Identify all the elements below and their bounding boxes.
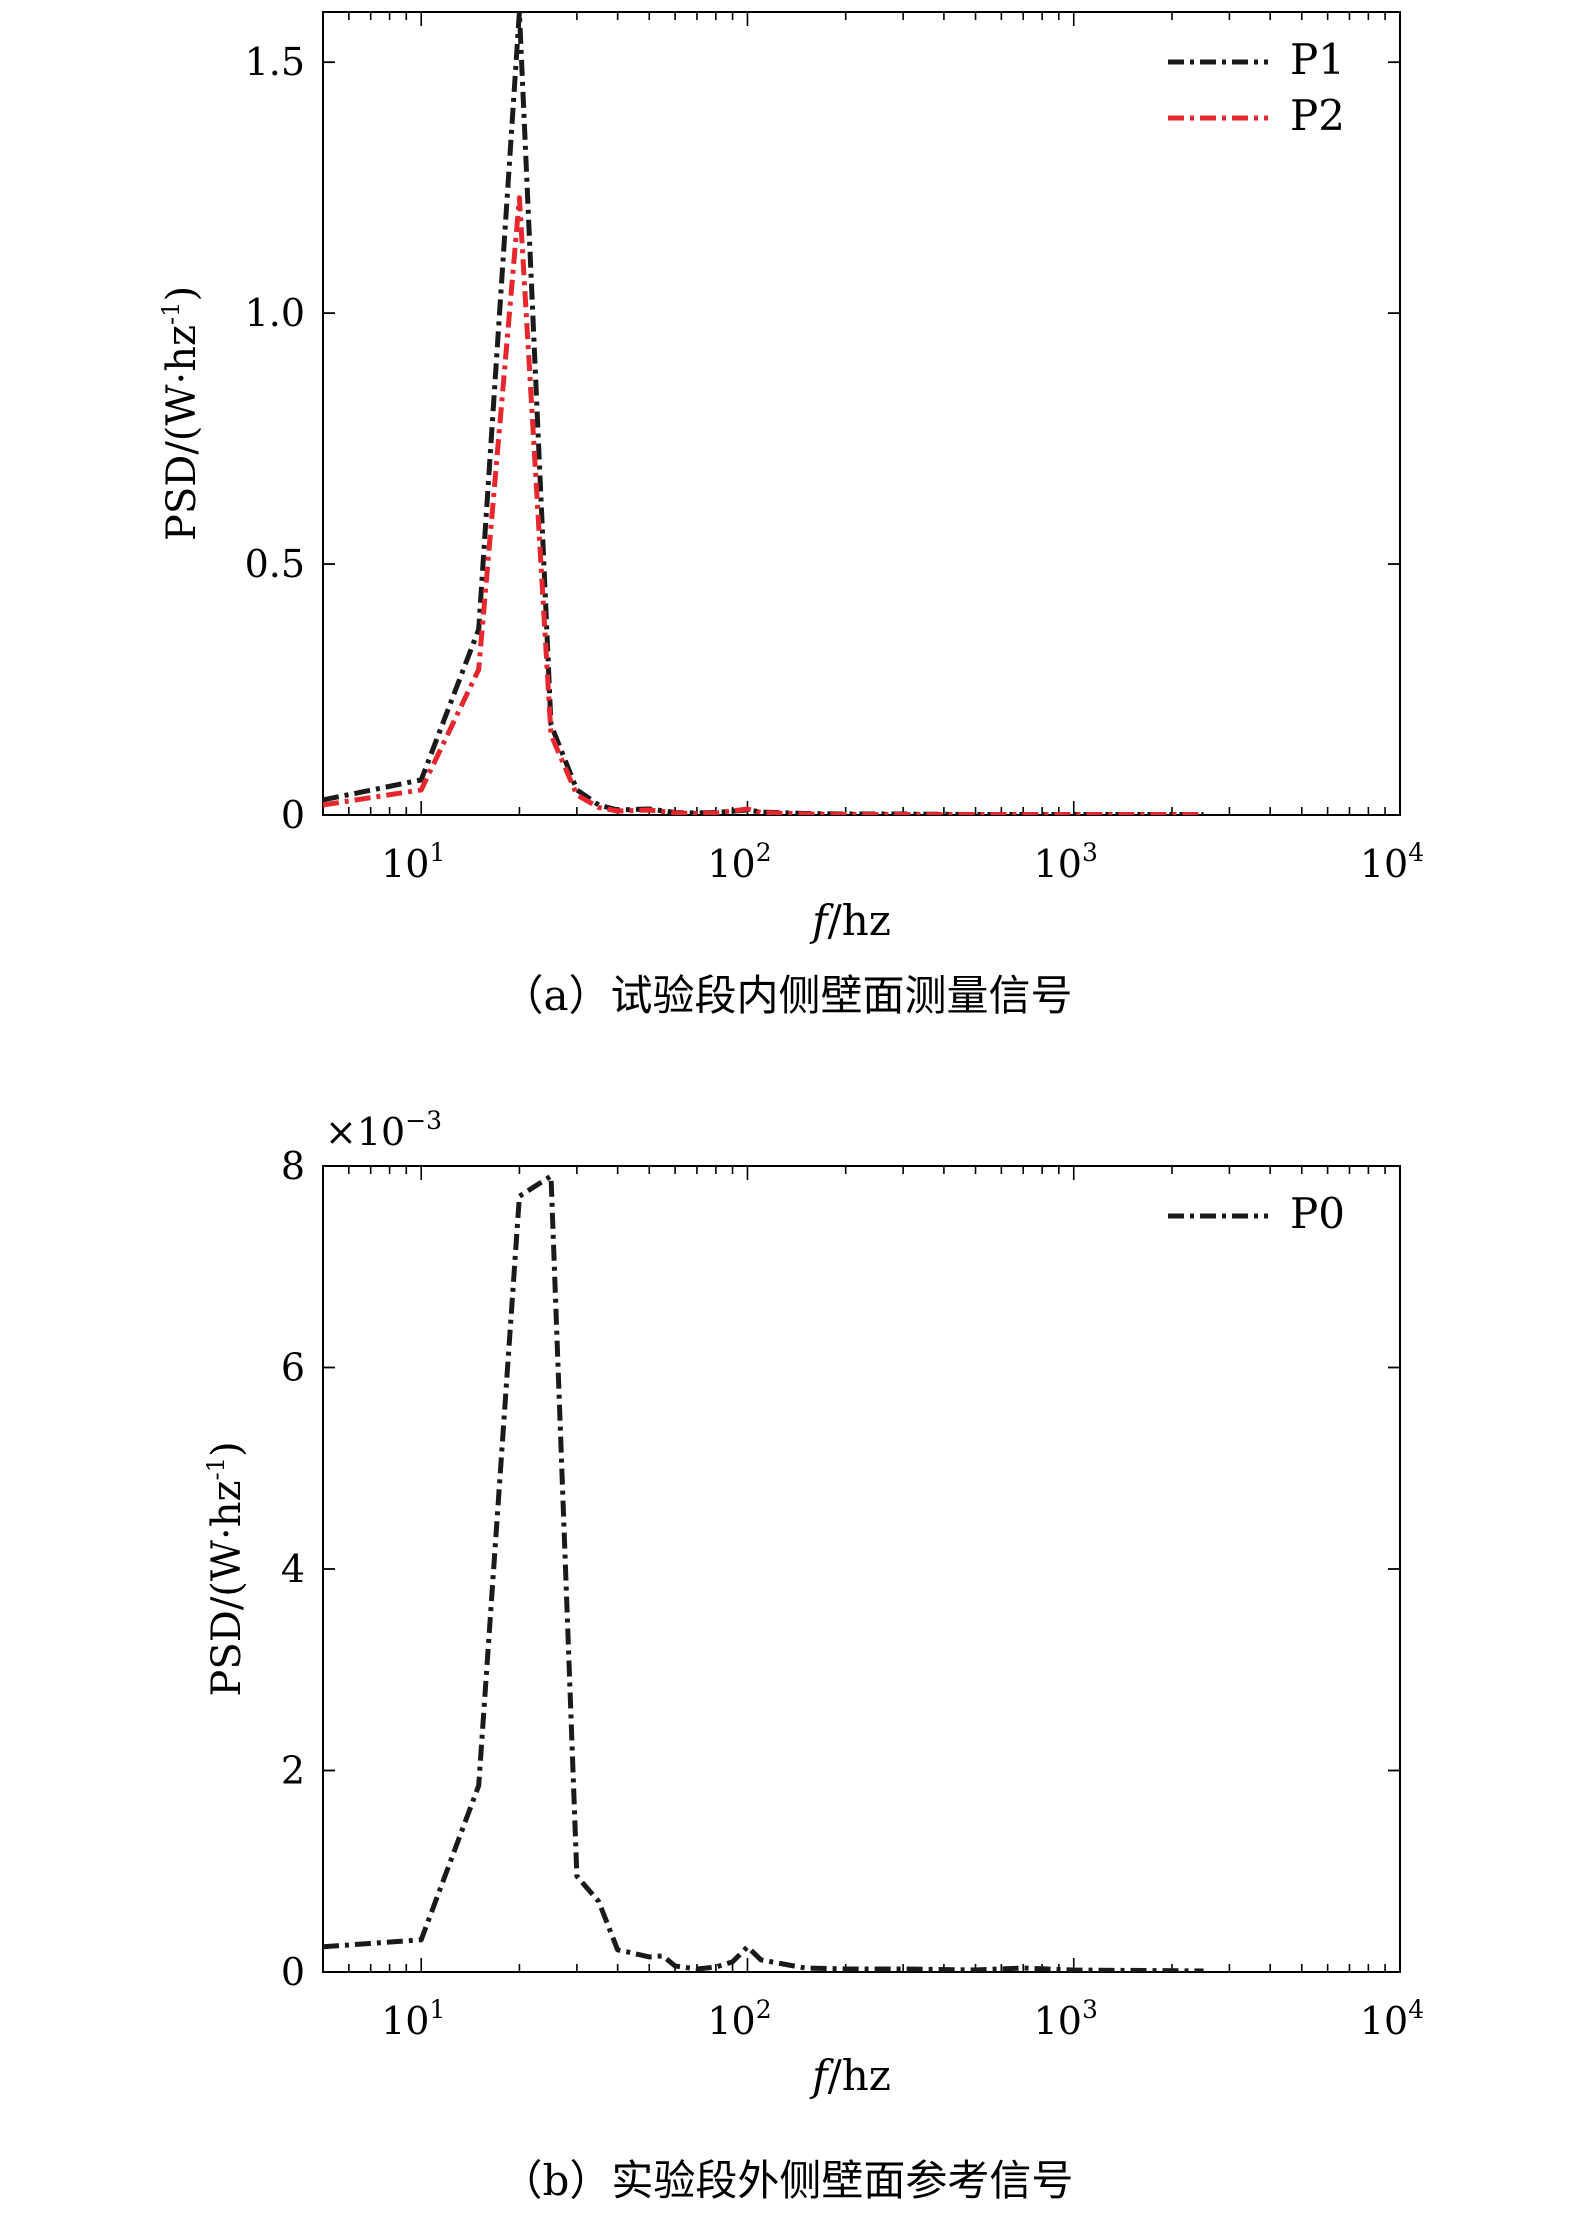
- x-tick-label-exp: 4: [1408, 838, 1424, 867]
- y-multiplier-exp: −3: [405, 1106, 442, 1135]
- x-tick-label-exp: 4: [1408, 1995, 1424, 2024]
- x-axis-label-unit: /hz: [828, 896, 891, 945]
- panel-caption: （b）实验段外侧壁面参考信号: [501, 2156, 1074, 2205]
- y-tick-label: 2: [281, 1749, 305, 1793]
- series-line-P2: [323, 195, 1204, 815]
- x-tick-label-exp: 3: [1082, 1995, 1098, 2024]
- x-tick-label: 102: [707, 838, 771, 886]
- y-axis-label: PSD/(W·hz-1): [202, 1441, 250, 1696]
- y-tick-label: 6: [281, 1346, 305, 1390]
- y-tick-label: 1.0: [245, 291, 305, 335]
- y-tick-label: 0: [281, 1950, 305, 1994]
- x-tick-label-base: 10: [381, 1999, 429, 2043]
- chart-panel-a: 101 102 103 10400.51.01.5PSD/(W·hz-1)f/hzP1…: [157, 10, 1424, 1020]
- y-tick-label: 0.5: [245, 542, 305, 586]
- x-axis-label: f/hz: [809, 2051, 891, 2100]
- x-tick-label: 103: [1034, 1995, 1098, 2043]
- x-axis-label-unit: /hz: [828, 2051, 891, 2100]
- x-tick-label: 104: [1360, 838, 1424, 886]
- y-tick-label: 1.5: [245, 40, 305, 84]
- x-tick-label-base: 10: [1360, 842, 1408, 886]
- x-tick-label-base: 10: [381, 842, 429, 886]
- x-tick-label-exp: 1: [429, 838, 445, 867]
- y-axis-label-main: PSD/(W·hz: [204, 1480, 250, 1696]
- chart-panel-b: 101 102 103 10402468×10−3PSD/(W·hz-1)f/hzP0…: [202, 1106, 1424, 2205]
- plot-frame: [322, 1165, 1401, 1973]
- x-tick-label-exp: 2: [756, 1995, 772, 2024]
- x-tick-label-base: 10: [707, 842, 755, 886]
- y-axis-label-close: ): [159, 286, 205, 302]
- x-tick-label: 101: [381, 838, 445, 886]
- legend-label: P0: [1290, 1189, 1345, 1238]
- x-tick-label-base: 10: [1034, 842, 1082, 886]
- x-tick-label: 103: [1034, 838, 1098, 886]
- series-group: [323, 10, 1204, 815]
- y-axis-label: PSD/(W·hz-1): [157, 286, 205, 541]
- x-axis-label: f/hz: [809, 896, 891, 945]
- y-axis-label-exp: -1: [157, 302, 185, 325]
- y-multiplier: ×10−3: [325, 1106, 442, 1154]
- y-tick-label: 8: [281, 1144, 305, 1188]
- x-tick-label: 104: [1360, 1995, 1424, 2043]
- panel-caption: （a）试验段内侧壁面测量信号: [501, 971, 1072, 1020]
- x-tick-label-base: 10: [1034, 1999, 1082, 2043]
- x-tick-label: 102: [707, 1995, 771, 2043]
- y-axis-label-exp: -1: [202, 1457, 230, 1480]
- y-axis-label-close: ): [204, 1441, 250, 1457]
- y-tick-label: 0: [281, 793, 305, 837]
- x-tick-label-base: 10: [1360, 1999, 1408, 2043]
- x-tick-label-exp: 2: [756, 838, 772, 867]
- x-tick-label: 101: [381, 1995, 445, 2043]
- plot-frame: [322, 11, 1401, 816]
- x-tick-label-exp: 1: [429, 1995, 445, 2024]
- series-group: [323, 1173, 1204, 1972]
- legend-label: P1: [1290, 35, 1345, 84]
- x-tick-label-exp: 3: [1082, 838, 1098, 867]
- legend-label: P2: [1290, 91, 1345, 140]
- series-line-P1: [323, 10, 1204, 815]
- y-tick-label: 4: [281, 1547, 305, 1591]
- y-multiplier-base: ×10: [325, 1110, 405, 1154]
- x-tick-label-base: 10: [707, 1999, 755, 2043]
- series-line-P0: [323, 1173, 1204, 1972]
- y-axis-label-main: PSD/(W·hz: [159, 325, 205, 541]
